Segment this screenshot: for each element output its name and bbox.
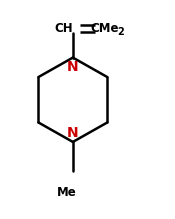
Text: Me: Me — [57, 186, 77, 199]
Text: N: N — [67, 60, 79, 74]
Text: 2: 2 — [118, 27, 124, 37]
Text: N: N — [67, 126, 79, 140]
Text: CMe: CMe — [90, 22, 119, 35]
Text: CH: CH — [54, 22, 73, 35]
